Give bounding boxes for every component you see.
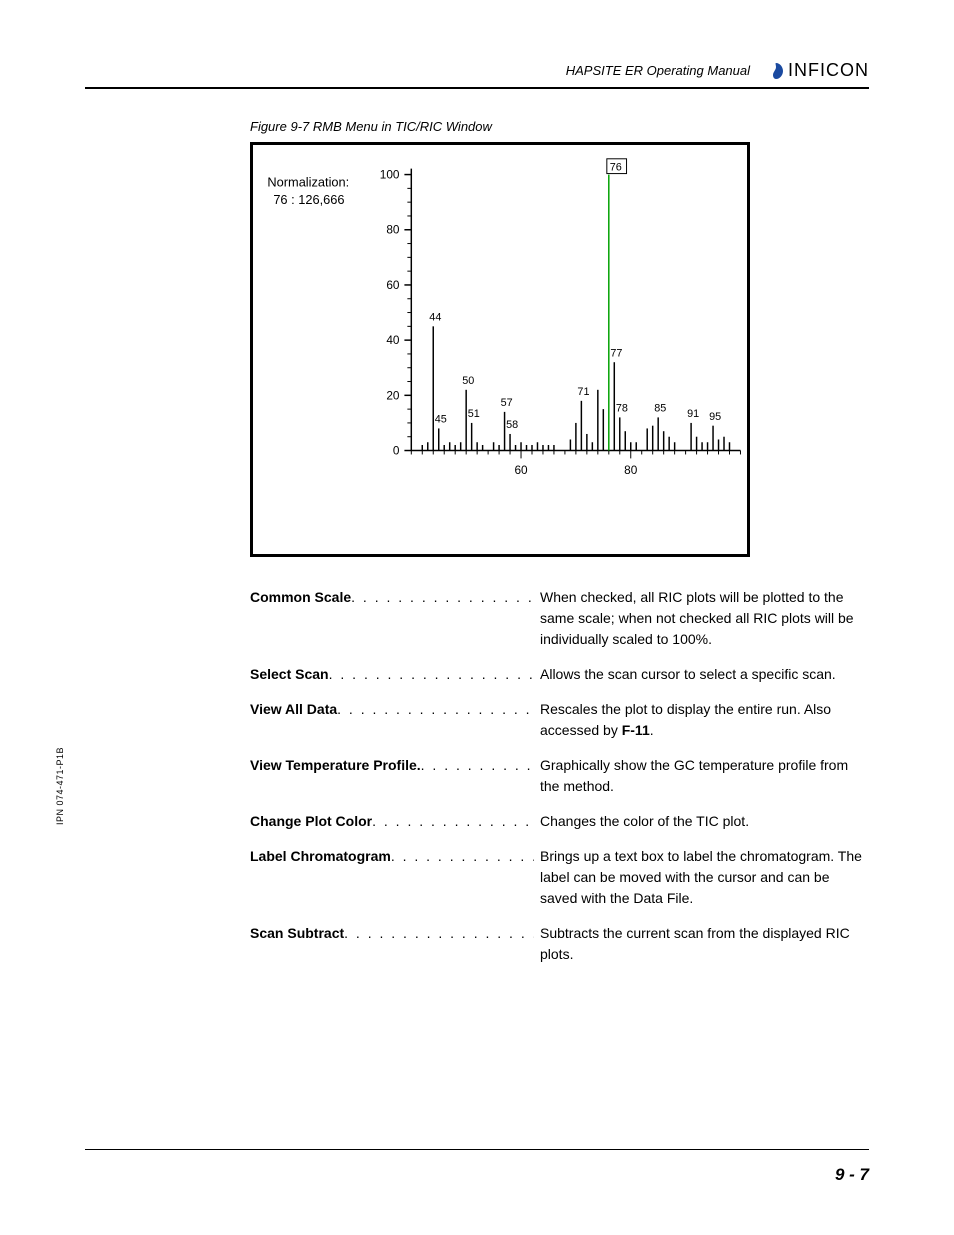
svg-text:0: 0 xyxy=(393,443,400,457)
definition-item: Select Scan . . . . . . . . . . . . . . … xyxy=(250,664,870,685)
definition-dots: . . . . . . . . . . . . . . . . . . . . … xyxy=(329,664,534,685)
svg-text:76 : 126,666: 76 : 126,666 xyxy=(273,192,344,207)
svg-text:77: 77 xyxy=(610,347,622,359)
definition-desc: Subtracts the current scan from the disp… xyxy=(534,923,869,965)
svg-text:40: 40 xyxy=(386,333,400,347)
logo-icon xyxy=(768,62,784,80)
definition-item: View All Data . . . . . . . . . . . . . … xyxy=(250,699,870,741)
svg-text:51: 51 xyxy=(468,408,480,420)
definition-term: Change Plot Color xyxy=(250,811,372,832)
definition-desc: Graphically show the GC temperature prof… xyxy=(534,755,869,797)
svg-text:Normalization:: Normalization: xyxy=(267,174,349,189)
svg-text:45: 45 xyxy=(435,414,447,426)
definitions-list: Common Scale . . . . . . . . . . . . . .… xyxy=(250,587,870,965)
svg-text:80: 80 xyxy=(624,463,638,477)
page-header: HAPSITE ER Operating Manual INFICON xyxy=(85,60,869,87)
side-ipn-label: IPN 074-471-P1B xyxy=(55,747,65,825)
svg-text:78: 78 xyxy=(616,402,628,414)
definition-term-wrap: Select Scan . . . . . . . . . . . . . . … xyxy=(250,664,534,685)
definition-dots: . . . . . . . . . . . . . . . . . . . . … xyxy=(351,587,534,608)
definition-term-wrap: Common Scale . . . . . . . . . . . . . .… xyxy=(250,587,534,608)
definition-dots: . . . . . . . . . . . . . . . . . . . . … xyxy=(344,923,534,944)
definition-term-wrap: View All Data . . . . . . . . . . . . . … xyxy=(250,699,534,720)
definition-dots: . . . . . . . . . . . . . . . . . . . . … xyxy=(337,699,534,720)
svg-text:44: 44 xyxy=(429,311,441,323)
definition-item: View Temperature Profile. . . . . . . . … xyxy=(250,755,870,797)
definition-desc: Rescales the plot to display the entire … xyxy=(534,699,869,741)
svg-text:50: 50 xyxy=(462,375,474,387)
mass-spectrum-chart: Normalization: 76 : 126,666 0 20 40 60 80 100 60… xyxy=(253,145,747,554)
brand-logo: INFICON xyxy=(768,60,869,81)
svg-text:60: 60 xyxy=(386,278,400,292)
definition-desc: When checked, all RIC plots will be plot… xyxy=(534,587,869,650)
definition-desc: Allows the scan cursor to select a speci… xyxy=(534,664,869,685)
svg-text:58: 58 xyxy=(506,419,518,431)
page-number: 9 - 7 xyxy=(835,1165,869,1185)
definition-term-wrap: Change Plot Color . . . . . . . . . . . … xyxy=(250,811,534,832)
definition-term: Select Scan xyxy=(250,664,329,685)
definition-item: Scan Subtract . . . . . . . . . . . . . … xyxy=(250,923,870,965)
svg-text:71: 71 xyxy=(577,386,589,398)
definition-term: View Temperature Profile. xyxy=(250,755,421,776)
definition-dots: . . . . . . . . . . . . . . . . . . . . … xyxy=(421,755,534,776)
footer-rule xyxy=(85,1149,869,1150)
svg-text:80: 80 xyxy=(386,223,400,237)
definition-dots: . . . . . . . . . . . . . . . . . . . . … xyxy=(372,811,534,832)
definition-item: Change Plot Color . . . . . . . . . . . … xyxy=(250,811,870,832)
svg-text:60: 60 xyxy=(514,463,528,477)
definition-item: Label Chromatogram . . . . . . . . . . .… xyxy=(250,846,870,909)
brand-text: INFICON xyxy=(788,60,869,81)
definition-desc: Changes the color of the TIC plot. xyxy=(534,811,869,832)
svg-text:85: 85 xyxy=(654,402,666,414)
definition-term: Common Scale xyxy=(250,587,351,608)
definition-term-wrap: Label Chromatogram . . . . . . . . . . .… xyxy=(250,846,534,867)
figure-box: Normalization: 76 : 126,666 0 20 40 60 80 100 60… xyxy=(250,142,750,557)
content-area: Figure 9-7 RMB Menu in TIC/RIC Window No… xyxy=(250,119,870,965)
svg-text:57: 57 xyxy=(501,397,513,409)
svg-text:91: 91 xyxy=(687,408,699,420)
svg-text:95: 95 xyxy=(709,411,721,423)
definition-term: View All Data xyxy=(250,699,337,720)
definition-desc: Brings up a text box to label the chroma… xyxy=(534,846,869,909)
figure-caption: Figure 9-7 RMB Menu in TIC/RIC Window xyxy=(250,119,870,134)
svg-text:20: 20 xyxy=(386,388,400,402)
definition-item: Common Scale . . . . . . . . . . . . . .… xyxy=(250,587,870,650)
header-rule xyxy=(85,87,869,89)
svg-text:76: 76 xyxy=(610,162,622,174)
definition-term-wrap: View Temperature Profile. . . . . . . . … xyxy=(250,755,534,776)
doc-title: HAPSITE ER Operating Manual xyxy=(566,63,750,78)
svg-text:100: 100 xyxy=(380,168,400,182)
definition-term: Scan Subtract xyxy=(250,923,344,944)
definition-term-wrap: Scan Subtract . . . . . . . . . . . . . … xyxy=(250,923,534,944)
definition-term: Label Chromatogram xyxy=(250,846,391,867)
definition-dots: . . . . . . . . . . . . . . . . . . . . … xyxy=(391,846,534,867)
